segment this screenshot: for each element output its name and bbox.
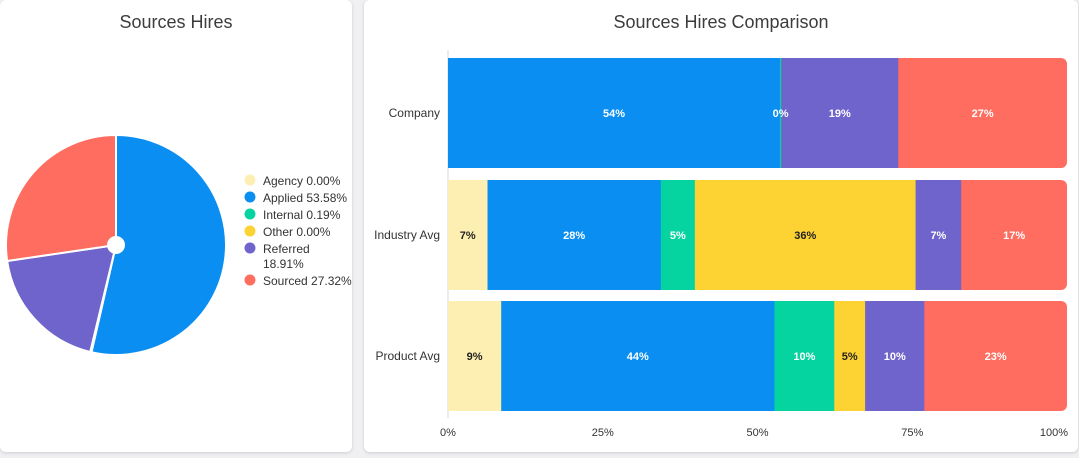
category-label-industry-avg: Industry Avg [374, 228, 440, 242]
bar-label-company-sourced: 27% [972, 108, 994, 120]
bar-segment-industry-avg-internal[interactable] [660, 180, 696, 290]
sources-hires-comparison-chart: 54% 0% 19% 27% Company 7% 28% 5% 36% 7% 17% Industr… [374, 50, 1068, 439]
pie-chart-title: Sources Hires [119, 12, 233, 32]
bar-label-industry-avg-internal: 5% [670, 230, 686, 242]
bar-chart-title: Sources Hires Comparison [613, 12, 829, 32]
bar-segment-industry-avg-other[interactable] [694, 180, 917, 290]
bar-label-product-avg-applied: 44% [627, 351, 649, 363]
legend-item-other[interactable]: Other 0.00% [244, 225, 331, 239]
bar-segment-industry-avg-agency[interactable] [448, 180, 489, 290]
bar-label-industry-avg-referred: 7% [930, 230, 946, 242]
sources-hires-comparison-card: Sources Hires Comparison 54% 0% 19% 27% Comp… [364, 0, 1078, 452]
bar-label-product-avg-referred: 10% [884, 351, 906, 363]
bar-segment-industry-avg-applied[interactable] [487, 180, 662, 290]
legend-label-agency: Agency 0.00% [263, 174, 341, 188]
legend-label-other: Other 0.00% [263, 225, 331, 239]
legend-item-internal[interactable]: Internal 0.19% [244, 208, 341, 222]
bar-segment-product-avg-other[interactable] [834, 301, 866, 411]
bar-segment-company-applied[interactable] [448, 58, 781, 168]
legend-label-applied: Applied 53.58% [263, 191, 347, 205]
legend-swatch-applied [244, 191, 256, 203]
sources-hires-card: Sources Hires Agency 0.00% Applied 53.58%… [0, 0, 352, 452]
legend-label-sourced: Sourced 27.32% [263, 274, 352, 288]
bar-segment-company-referred[interactable] [781, 58, 899, 168]
bar-label-product-avg-internal: 10% [793, 351, 815, 363]
legend-label-internal: Internal 0.19% [263, 208, 341, 222]
legend-swatch-agency [244, 174, 256, 186]
bar-label-industry-avg-agency: 7% [460, 230, 476, 242]
legend-swatch-sourced [244, 274, 256, 286]
bar-segment-industry-avg-sourced[interactable] [961, 180, 1067, 290]
legend-swatch-referred [244, 242, 256, 254]
bar-segment-product-avg-internal[interactable] [774, 301, 835, 411]
legend-item-agency[interactable]: Agency 0.00% [244, 174, 341, 188]
bar-label-product-avg-other: 5% [842, 351, 858, 363]
pie-slice-applied[interactable] [90, 133, 227, 356]
bar-segment-product-avg-applied[interactable] [501, 301, 775, 411]
bar-label-product-avg-agency: 9% [467, 351, 483, 363]
bar-segment-product-avg-referred[interactable] [865, 301, 925, 411]
bar-label-industry-avg-applied: 28% [563, 230, 585, 242]
bar-row-company [448, 58, 1067, 168]
bar-label-company-internal: 0% [773, 108, 789, 120]
legend-item-applied[interactable]: Applied 53.58% [244, 191, 348, 205]
x-tick-label-2: 50% [746, 427, 768, 439]
legend-label-referred-line2: 18.91% [263, 257, 304, 271]
bar-label-industry-avg-sourced: 17% [1003, 230, 1025, 242]
bar-row-industry-avg [448, 180, 1067, 290]
pie-center-hole [107, 236, 125, 254]
bar-label-company-referred: 19% [829, 108, 851, 120]
pie-slice-sourced[interactable] [5, 133, 117, 263]
x-tick-label-0: 0% [440, 427, 456, 439]
x-tick-label-3: 75% [901, 427, 923, 439]
bar-segment-company-sourced[interactable] [898, 58, 1067, 168]
category-label-product-avg: Product Avg [376, 349, 441, 363]
sources-hires-pie-chart: Agency 0.00% Applied 53.58% Internal 0.19%… [5, 133, 353, 356]
bar-segment-industry-avg-referred[interactable] [915, 180, 962, 290]
category-label-company: Company [389, 106, 440, 120]
pie-slice-referred[interactable] [6, 243, 118, 354]
bar-segment-product-avg-sourced[interactable] [924, 301, 1067, 411]
bar-label-industry-avg-other: 36% [794, 230, 816, 242]
legend-label-referred: Referred [263, 242, 310, 256]
bar-segment-company-internal[interactable] [779, 58, 782, 168]
bar-row-product-avg [448, 301, 1067, 411]
bar-label-product-avg-sourced: 23% [985, 351, 1007, 363]
legend-item-sourced[interactable]: Sourced 27.32% [244, 274, 353, 288]
bar-label-company-applied: 54% [603, 108, 625, 120]
x-tick-label-4: 100% [1040, 427, 1068, 439]
x-tick-label-1: 25% [592, 427, 614, 439]
legend-swatch-internal [244, 208, 256, 220]
bar-segment-product-avg-agency[interactable] [448, 301, 502, 411]
legend-swatch-other [244, 225, 256, 237]
